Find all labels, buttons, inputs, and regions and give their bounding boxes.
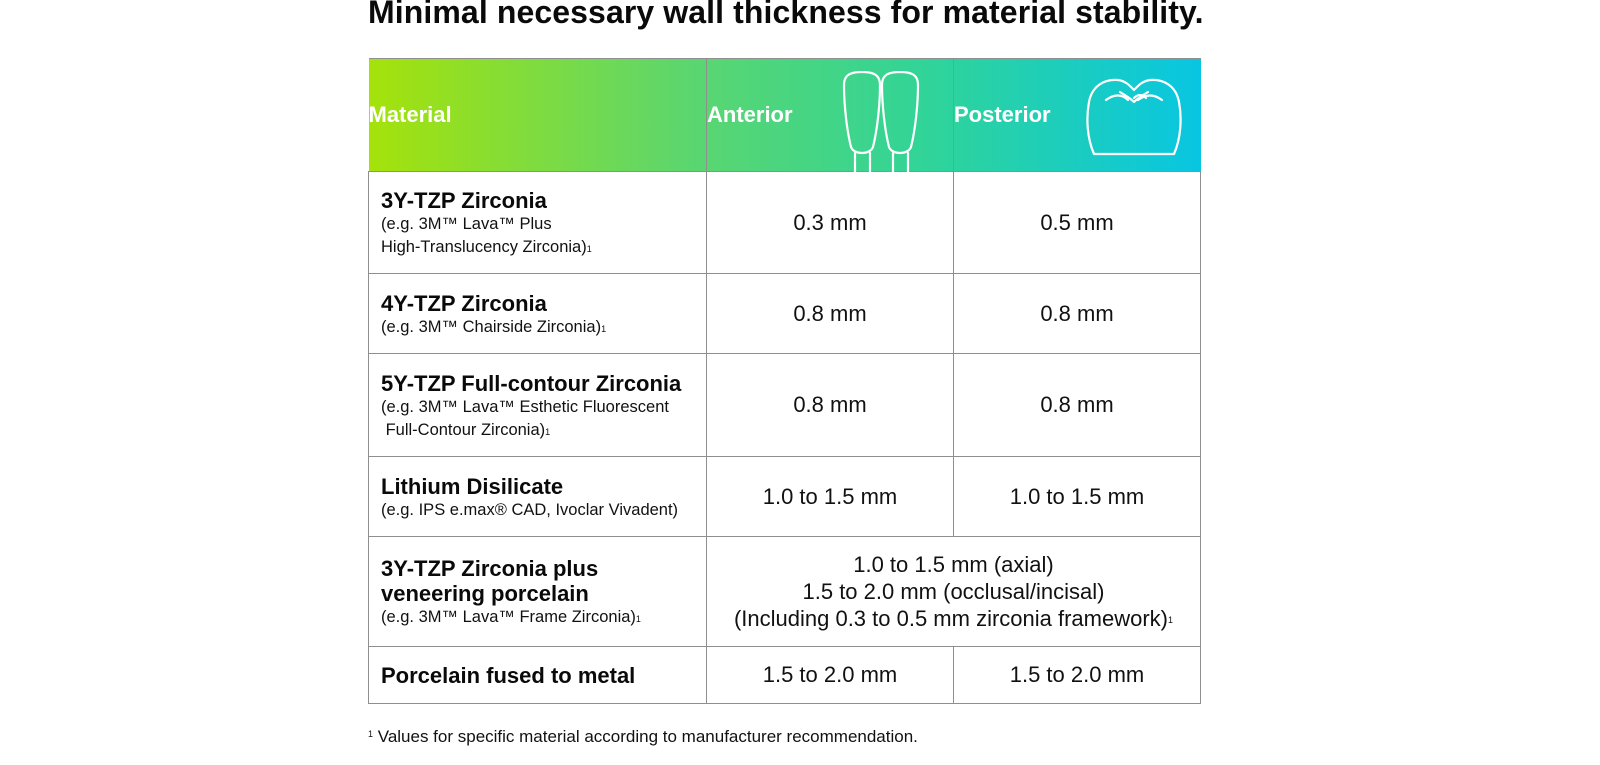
combined-value-line: 1.0 to 1.5 mm (axial) (853, 552, 1054, 577)
wall-thickness-table: Material Anterior Posterior (368, 58, 1201, 704)
footnote-mark: 1 (601, 323, 607, 334)
table-row: 4Y-TZP Zirconia (e.g. 3M™ Chairside Zirc… (368, 273, 1201, 354)
table-header: Material Anterior Posterior (368, 58, 1201, 172)
anterior-value: 1.5 to 2.0 mm (706, 646, 954, 704)
header-anterior-label: Anterior (707, 102, 793, 127)
table-row: 5Y-TZP Full-contour Zirconia (e.g. 3M™ L… (368, 353, 1201, 457)
header-material: Material (368, 58, 707, 172)
material-name-line: veneering porcelain (381, 581, 589, 606)
combined-value-line: (Including 0.3 to 0.5 mm zirconia framew… (733, 606, 1169, 631)
material-name: Lithium Disilicate (381, 473, 564, 499)
header-material-label: Material (368, 102, 452, 127)
material-name: 5Y-TZP Full-contour Zirconia (381, 370, 682, 396)
combined-value: 1.0 to 1.5 mm (axial) 1.5 to 2.0 mm (occ… (706, 536, 1201, 647)
example-text: (e.g. 3M™ Lava™ Esthetic Fluorescent (381, 397, 669, 416)
material-cell: 3Y-TZP Zirconia plus veneering porcelain … (368, 536, 707, 647)
footnote-text: Values for specific material according t… (373, 727, 918, 746)
molar-tooth-icon (1086, 78, 1182, 156)
material-cell: 4Y-TZP Zirconia (e.g. 3M™ Chairside Zirc… (368, 273, 707, 354)
footnote-mark: 1 (1168, 615, 1174, 625)
material-name: 3Y-TZP Zirconia plus veneering porcelain (381, 556, 696, 606)
material-example: (e.g. 3M™ Lava™ Esthetic Fluorescent Ful… (381, 396, 696, 442)
anterior-value: 0.8 mm (706, 353, 954, 457)
table-row: 3Y-TZP Zirconia plus veneering porcelain … (368, 536, 1201, 647)
example-text: High-Translucency Zirconia) (381, 238, 587, 256)
posterior-value: 0.5 mm (953, 171, 1201, 274)
material-name-line: 3Y-TZP Zirconia plus (381, 556, 599, 581)
footnote-mark: 1 (635, 614, 641, 624)
anterior-teeth-icon (842, 71, 920, 172)
page-title: Minimal necessary wall thickness for mat… (368, 0, 1204, 30)
posterior-value: 0.8 mm (953, 273, 1201, 354)
posterior-value: 0.8 mm (953, 353, 1201, 457)
footnote: 1 Values for specific material according… (368, 727, 918, 747)
table-row: Lithium Disilicate (e.g. IPS e.max® CAD,… (368, 456, 1201, 537)
header-anterior: Anterior (706, 58, 954, 172)
material-cell: Porcelain fused to metal (368, 646, 707, 704)
material-cell: 3Y-TZP Zirconia (e.g. 3M™ Lava™ Plus High… (368, 171, 707, 274)
example-text: (e.g. 3M™ Chairside Zirconia) (381, 317, 602, 336)
table-row: Porcelain fused to metal 1.5 to 2.0 mm 1… (368, 646, 1201, 704)
posterior-value: 1.0 to 1.5 mm (953, 456, 1201, 537)
example-text: (e.g. 3M™ Lava™ Frame Zirconia) (381, 608, 636, 626)
material-name: Porcelain fused to metal (381, 662, 636, 688)
material-name: 4Y-TZP Zirconia (381, 290, 547, 316)
anterior-value: 0.8 mm (706, 273, 954, 354)
material-example: (e.g. 3M™ Lava™ Plus High-Translucency Zi… (381, 213, 696, 259)
header-posterior: Posterior (953, 58, 1201, 172)
posterior-value: 1.5 to 2.0 mm (953, 646, 1201, 704)
example-text: (e.g. 3M™ Lava™ Plus (381, 215, 552, 233)
material-cell: 5Y-TZP Full-contour Zirconia (e.g. 3M™ L… (368, 353, 707, 457)
table-row: 3Y-TZP Zirconia (e.g. 3M™ Lava™ Plus High… (368, 171, 1201, 274)
footnote-mark: 1 (586, 244, 592, 254)
material-name: 3Y-TZP Zirconia (381, 188, 547, 213)
material-example: (e.g. 3M™ Chairside Zirconia)1 (381, 316, 696, 339)
header-posterior-label: Posterior (954, 102, 1051, 127)
footnote-mark: 1 (368, 729, 374, 739)
material-cell: Lithium Disilicate (e.g. IPS e.max® CAD,… (368, 456, 707, 537)
example-text: Full-Contour Zirconia) (381, 420, 546, 439)
anterior-value: 0.3 mm (706, 171, 954, 274)
material-example: (e.g. IPS e.max® CAD, Ivoclar Vivadent) (381, 500, 679, 519)
combined-value-line: 1.5 to 2.0 mm (occlusal/incisal) (802, 579, 1105, 604)
anterior-value: 1.0 to 1.5 mm (706, 456, 954, 537)
material-example: (e.g. 3M™ Lava™ Frame Zirconia)1 (381, 606, 696, 629)
footnote-mark: 1 (545, 426, 551, 437)
